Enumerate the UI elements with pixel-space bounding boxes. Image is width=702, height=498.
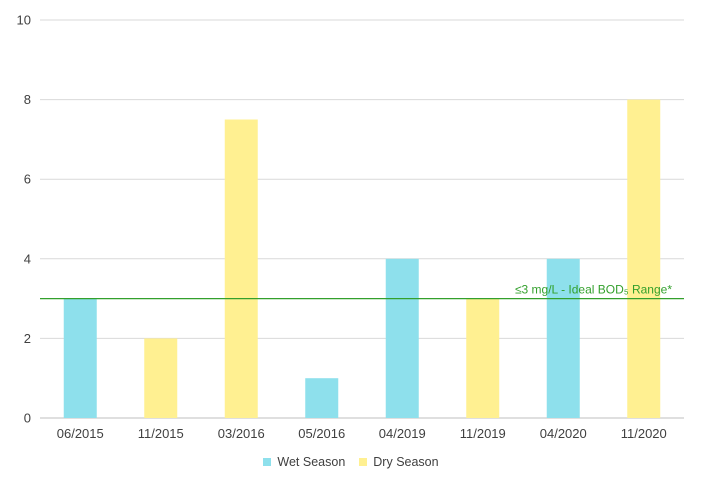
y-tick-label: 6 — [24, 172, 31, 187]
legend-item-wet: Wet Season — [263, 455, 345, 469]
y-tick-label: 10 — [17, 13, 31, 28]
bar-11-2020 — [627, 99, 661, 418]
legend-item-dry: Dry Season — [359, 455, 439, 469]
legend-swatch-wet — [263, 458, 272, 466]
legend-label-wet: Wet Season — [277, 455, 346, 469]
x-tick-label: 05/2016 — [298, 426, 345, 441]
x-tick-label: 11/2019 — [460, 426, 506, 441]
legend: Wet Season Dry Season — [0, 455, 702, 469]
y-tick-label: 4 — [24, 251, 31, 266]
gridlines — [40, 19, 684, 419]
bar-04-2020 — [546, 258, 580, 418]
x-tick-label: 03/2016 — [218, 426, 265, 441]
y-axis-tick-labels: 0 2 4 6 8 10 — [17, 13, 31, 426]
y-tick-label: 0 — [24, 411, 31, 426]
y-tick-label: 8 — [24, 92, 31, 107]
bar-11-2019 — [466, 298, 500, 418]
bar-04-2019 — [385, 258, 419, 418]
bar-05-2016 — [305, 378, 339, 418]
x-axis-tick-labels: 06/2015 11/2015 03/2016 05/2016 04/2019 11/20… — [57, 426, 667, 441]
legend-swatch-dry — [359, 458, 368, 466]
bar-11-2015 — [144, 338, 178, 418]
bar-03-2016 — [224, 119, 258, 418]
bar-06-2015 — [63, 298, 97, 418]
x-tick-label: 11/2015 — [138, 426, 184, 441]
x-tick-label: 11/2020 — [621, 426, 667, 441]
reference-line-group: ≤3 mg/L - Ideal BOD₅ Range* — [40, 283, 684, 300]
legend-label-dry: Dry Season — [373, 455, 439, 469]
x-tick-label: 04/2019 — [379, 426, 426, 441]
x-tick-label: 06/2015 — [57, 426, 104, 441]
bars — [63, 99, 661, 418]
y-tick-label: 2 — [24, 331, 31, 346]
x-tick-label: 04/2020 — [540, 426, 587, 441]
reference-line-label: ≤3 mg/L - Ideal BOD₅ Range* — [515, 283, 672, 297]
